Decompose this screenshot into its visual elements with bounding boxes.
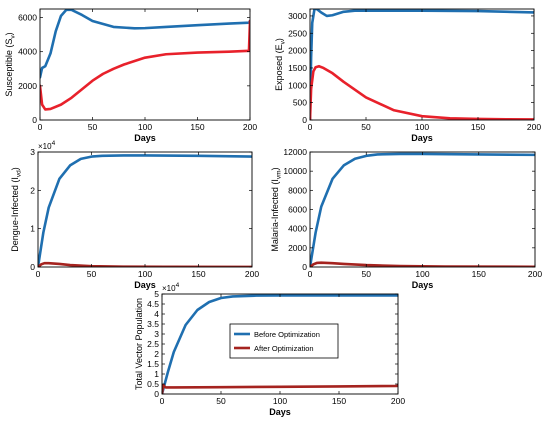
x-tick-label: 150 <box>332 396 346 406</box>
y-tick-label: 5 <box>154 289 159 299</box>
x-tick-label: 0 <box>308 122 313 132</box>
series-line-dengue-0 <box>38 154 252 267</box>
axis-exponent-label: ×104 <box>38 140 56 151</box>
y-tick-label: 2000 <box>288 243 307 253</box>
y-tick-label: 3000 <box>288 11 307 21</box>
x-tick-label: 200 <box>391 396 405 406</box>
x-tick-label: 0 <box>160 396 165 406</box>
y-tick-label: 2500 <box>288 28 307 38</box>
plot-frame <box>309 8 535 121</box>
x-tick-label: 150 <box>191 269 205 279</box>
x-axis-label: Days <box>269 407 291 417</box>
y-axis-label: Exposed (Ev) <box>274 38 287 91</box>
chart-susceptible: 0 50 100 150 2000200040006000DaysSusceptible… <box>4 8 257 143</box>
x-tick-label: 50 <box>216 396 226 406</box>
series-line-malaria-0 <box>310 152 535 267</box>
chart-malaria: 0 50 100 150 200020004000600080001000012000D… <box>270 147 542 290</box>
y-tick-label: 12000 <box>283 147 307 157</box>
x-tick-label: 50 <box>87 269 97 279</box>
series-line-susceptible-0 <box>40 9 250 79</box>
chart-dengue: 0 50 100 150 2000123×104DaysDengue-Infected … <box>10 140 259 290</box>
plot-frame <box>309 151 536 268</box>
plot-frame <box>37 151 253 268</box>
x-tick-label: 0 <box>308 269 313 279</box>
x-tick-label: 150 <box>471 122 485 132</box>
plot-frame <box>39 8 251 121</box>
y-axis-label: Malaria-Infected (Ivm) <box>270 167 283 251</box>
y-tick-label: 500 <box>293 98 307 108</box>
y-axis-label: Susceptible (Sv) <box>4 32 17 96</box>
x-axis-label: Days <box>134 133 156 143</box>
y-tick-label: 1 <box>154 369 159 379</box>
chart-total: 0 50 100 150 200 00.511.522.533.544.55×104 Day… <box>134 282 405 417</box>
x-tick-label: 150 <box>190 122 204 132</box>
y-tick-label: 0 <box>302 115 307 125</box>
y-tick-label: 0 <box>154 389 159 399</box>
x-tick-label: 50 <box>362 269 372 279</box>
y-tick-label: 3.5 <box>147 319 159 329</box>
chart-exposed: 0 50 100 150 200050010001500200025003000Days… <box>274 8 541 143</box>
axis-exponent-label: ×104 <box>162 282 180 293</box>
x-axis-label: Days <box>411 133 433 143</box>
x-tick-label: 100 <box>415 122 429 132</box>
y-tick-label: 0 <box>32 115 37 125</box>
y-tick-label: 8000 <box>288 185 307 195</box>
y-tick-label: 1000 <box>288 80 307 90</box>
series-line-susceptible-1 <box>40 19 250 111</box>
x-tick-label: 200 <box>528 269 542 279</box>
x-tick-label: 0 <box>36 269 41 279</box>
y-tick-label: 0.5 <box>147 379 159 389</box>
y-axis-label: Dengue-Infected (Ivd) <box>10 167 23 251</box>
legend-label: Before Optimization <box>254 330 320 339</box>
x-tick-label: 0 <box>38 122 43 132</box>
x-axis-label: Days <box>412 280 434 290</box>
y-tick-label: 2000 <box>288 46 307 56</box>
y-axis-label: Total Vector Population <box>134 298 144 390</box>
y-tick-label: 3 <box>30 147 35 157</box>
y-tick-label: 6000 <box>18 13 37 23</box>
y-tick-label: 2 <box>154 349 159 359</box>
y-tick-label: 1 <box>30 224 35 234</box>
y-tick-label: 2000 <box>18 81 37 91</box>
x-axis-label: Days <box>134 280 156 290</box>
y-tick-label: 4000 <box>288 224 307 234</box>
y-tick-label: 2 <box>30 185 35 195</box>
y-tick-label: 4 <box>154 309 159 319</box>
legend: Before Optimization After Optimization <box>229 323 339 359</box>
series-line-exposed-0 <box>310 9 534 120</box>
y-tick-label: 1.5 <box>147 359 159 369</box>
series-line-total-1 <box>162 383 398 394</box>
x-tick-label: 100 <box>138 122 152 132</box>
legend-box <box>229 323 339 359</box>
x-tick-label: 200 <box>243 122 257 132</box>
y-tick-label: 2.5 <box>147 339 159 349</box>
x-tick-label: 200 <box>527 122 541 132</box>
y-tick-label: 6000 <box>288 205 307 215</box>
x-tick-label: 50 <box>88 122 98 132</box>
y-tick-label: 0 <box>30 262 35 272</box>
x-tick-label: 100 <box>273 396 287 406</box>
legend-label: After Optimization <box>254 344 314 353</box>
series-line-total-0 <box>162 294 398 394</box>
y-tick-label: 1500 <box>288 63 307 73</box>
x-tick-label: 100 <box>415 269 429 279</box>
x-tick-label: 50 <box>361 122 371 132</box>
x-tick-label: 100 <box>138 269 152 279</box>
x-tick-label: 200 <box>245 269 259 279</box>
y-tick-label: 10000 <box>283 166 307 176</box>
y-tick-label: 4000 <box>18 47 37 57</box>
y-tick-label: 3 <box>154 329 159 339</box>
series-line-exposed-1 <box>310 64 534 120</box>
y-tick-label: 4.5 <box>147 299 159 309</box>
x-tick-label: 150 <box>472 269 486 279</box>
y-tick-label: 0 <box>302 262 307 272</box>
